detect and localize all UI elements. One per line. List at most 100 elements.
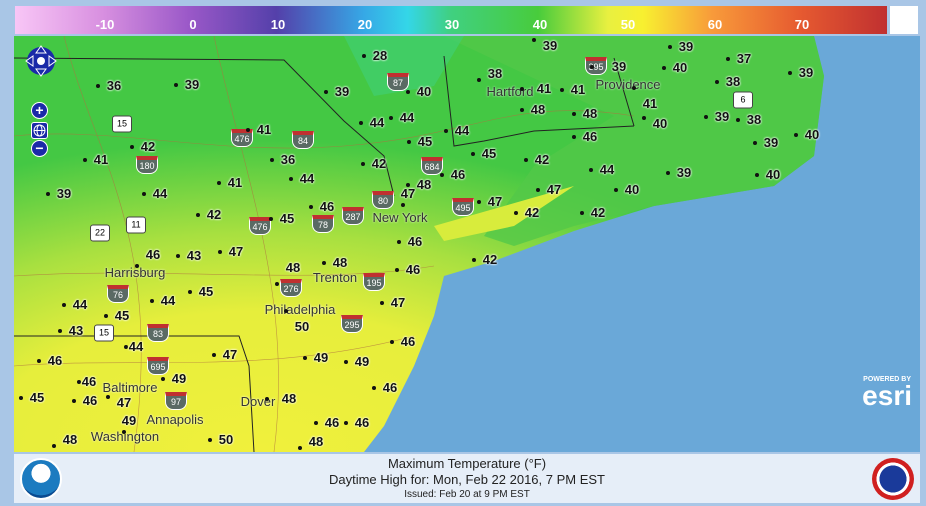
forecast-point-marker [532, 38, 536, 42]
forecast-point-marker [662, 66, 666, 70]
forecast-point-marker [52, 444, 56, 448]
temperature-label: 41 [570, 82, 586, 97]
forecast-point-marker [520, 108, 524, 112]
city-label: Providence [595, 77, 661, 92]
temperature-map[interactable]: Hartford Providence New York Trenton Philade… [14, 36, 920, 452]
forecast-point-marker [580, 211, 584, 215]
temperature-label: 40 [416, 84, 432, 99]
temperature-label: 47 [116, 395, 132, 410]
forecast-point-marker [161, 377, 165, 381]
us-route-shield: 11 [126, 216, 146, 234]
temperature-label: 46 [400, 334, 416, 349]
legend-tick: 70 [794, 17, 810, 32]
forecast-point-marker [372, 386, 376, 390]
interstate-shield: 295 [341, 315, 363, 333]
temperature-label: 42 [140, 139, 156, 154]
forecast-point-marker [560, 88, 564, 92]
temperature-label: 39 [714, 109, 730, 124]
interstate-shield: 476 [249, 217, 271, 235]
temperature-label: 44 [399, 110, 415, 125]
temperature-label: 49 [313, 350, 329, 365]
temperature-label: 39 [56, 186, 72, 201]
map-title: Maximum Temperature (°F) [387, 456, 547, 471]
temperature-label: 41 [536, 81, 552, 96]
esri-logo: esri [862, 380, 912, 411]
legend-tick: 0 [189, 17, 197, 32]
forecast-point-marker [142, 192, 146, 196]
temperature-label: 44 [454, 123, 470, 138]
forecast-point-marker [755, 173, 759, 177]
forecast-point-marker [217, 181, 221, 185]
temperature-label: 46 [47, 353, 63, 368]
temperature-label: 46 [145, 247, 161, 262]
forecast-point-marker [440, 173, 444, 177]
temperature-legend: -10 0 10 20 30 40 50 60 70 [15, 6, 887, 34]
temperature-label: 47 [390, 295, 406, 310]
pan-arrows-icon[interactable] [24, 44, 58, 78]
interstate-shield: 195 [363, 273, 385, 291]
forecast-point-marker [72, 399, 76, 403]
us-route-shield: 15 [94, 324, 114, 342]
city-label: Baltimore [102, 380, 158, 395]
forecast-point-marker [406, 183, 410, 187]
map-background [14, 36, 824, 452]
temperature-label: 39 [678, 39, 694, 54]
temperature-label: 46 [407, 234, 423, 249]
forecast-point-marker [344, 360, 348, 364]
map-footer: Maximum Temperature (°F) Daytime High fo… [14, 454, 920, 503]
forecast-point-marker [444, 129, 448, 133]
temperature-label: 42 [482, 252, 498, 267]
forecast-point-marker [520, 87, 524, 91]
forecast-point-marker [668, 45, 672, 49]
esri-attribution[interactable]: POWERED BY esri [862, 376, 912, 411]
zoom-out-button[interactable]: − [31, 140, 48, 157]
forecast-point-marker [269, 217, 273, 221]
temperature-label: 49 [171, 371, 187, 386]
city-label: New York [372, 210, 428, 225]
temperature-label: 48 [582, 106, 598, 121]
us-route-shield: 6 [733, 91, 753, 109]
temperature-label: 47 [222, 347, 238, 362]
forecast-point-marker [130, 145, 134, 149]
interstate-shield: 684 [421, 157, 443, 175]
forecast-point-marker [83, 158, 87, 162]
temperature-label: 36 [280, 152, 296, 167]
forecast-point-marker [303, 356, 307, 360]
temperature-label: 50 [294, 319, 310, 334]
forecast-point-marker [176, 254, 180, 258]
temperature-label: 46 [405, 262, 421, 277]
forecast-point-marker [46, 192, 50, 196]
forecast-point-marker [704, 115, 708, 119]
temperature-label: 48 [332, 255, 348, 270]
temperature-label: 49 [354, 354, 370, 369]
legend-tick: 10 [270, 17, 286, 32]
forecast-point-marker [218, 250, 222, 254]
temperature-label: 45 [279, 211, 295, 226]
temperature-label: 45 [29, 390, 45, 405]
forecast-point-marker [390, 340, 394, 344]
forecast-valid-time: Daytime High for: Mon, Feb 22 2016, 7 PM… [328, 472, 605, 487]
forecast-point-marker [406, 90, 410, 94]
temperature-label: 38 [725, 74, 741, 89]
temperature-label: 48 [530, 102, 546, 117]
temperature-label: 39 [763, 135, 779, 150]
temperature-label: 39 [676, 165, 692, 180]
pan-control[interactable] [24, 44, 58, 94]
forecast-point-marker [270, 158, 274, 162]
legend-end-swatch [890, 6, 918, 34]
temperature-label: 28 [372, 48, 388, 63]
temperature-label: 42 [524, 205, 540, 220]
legend-tick: -10 [95, 17, 115, 32]
temperature-label: 45 [114, 308, 130, 323]
forecast-point-marker [122, 430, 126, 434]
forecast-point-marker [19, 396, 23, 400]
interstate-shield: 287 [342, 207, 364, 225]
globe-button[interactable] [31, 122, 48, 139]
temperature-label: 39 [334, 84, 350, 99]
legend-tick: 40 [532, 17, 548, 32]
forecast-point-marker [106, 395, 110, 399]
forecast-point-marker [472, 258, 476, 262]
forecast-point-marker [395, 268, 399, 272]
forecast-point-marker [407, 140, 411, 144]
zoom-in-button[interactable]: + [31, 102, 48, 119]
